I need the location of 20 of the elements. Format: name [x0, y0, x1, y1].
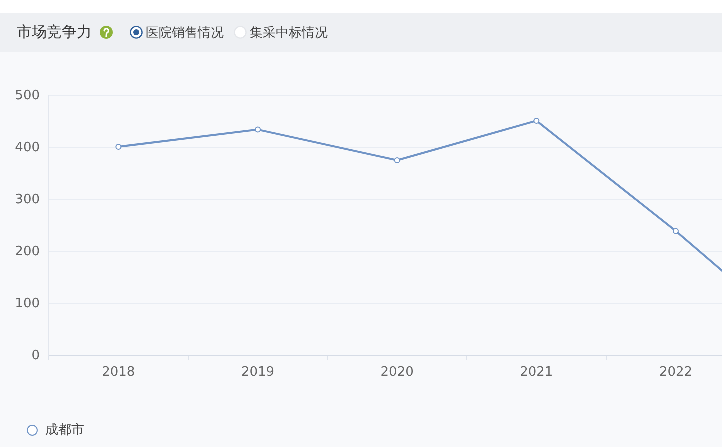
chart-title: 市场竞争力 — [17, 23, 92, 42]
x-tick-label: 2022 — [659, 365, 693, 380]
point — [673, 228, 679, 234]
point — [534, 118, 540, 124]
text: 集采中标情况 — [250, 24, 328, 42]
y-tick-label: 300 — [15, 192, 40, 208]
y-tick-label: 200 — [15, 244, 40, 260]
y-tick-label: 0 — [32, 348, 40, 364]
point — [255, 126, 261, 133]
x-tick-label: 2018 — [102, 365, 136, 380]
point — [394, 157, 400, 164]
y-tick-label: 400 — [15, 140, 40, 156]
y-tick-label: 500 — [15, 88, 40, 104]
text: 医院销售情况 — [146, 24, 224, 42]
x-tick-label: 2021 — [520, 365, 554, 380]
y-tick-label: 100 — [15, 296, 40, 312]
x-tick-label: 2019 — [241, 365, 275, 380]
legend-label: 成都市 — [46, 422, 84, 438]
point — [116, 144, 122, 150]
x-tick-label: 2020 — [380, 365, 414, 380]
